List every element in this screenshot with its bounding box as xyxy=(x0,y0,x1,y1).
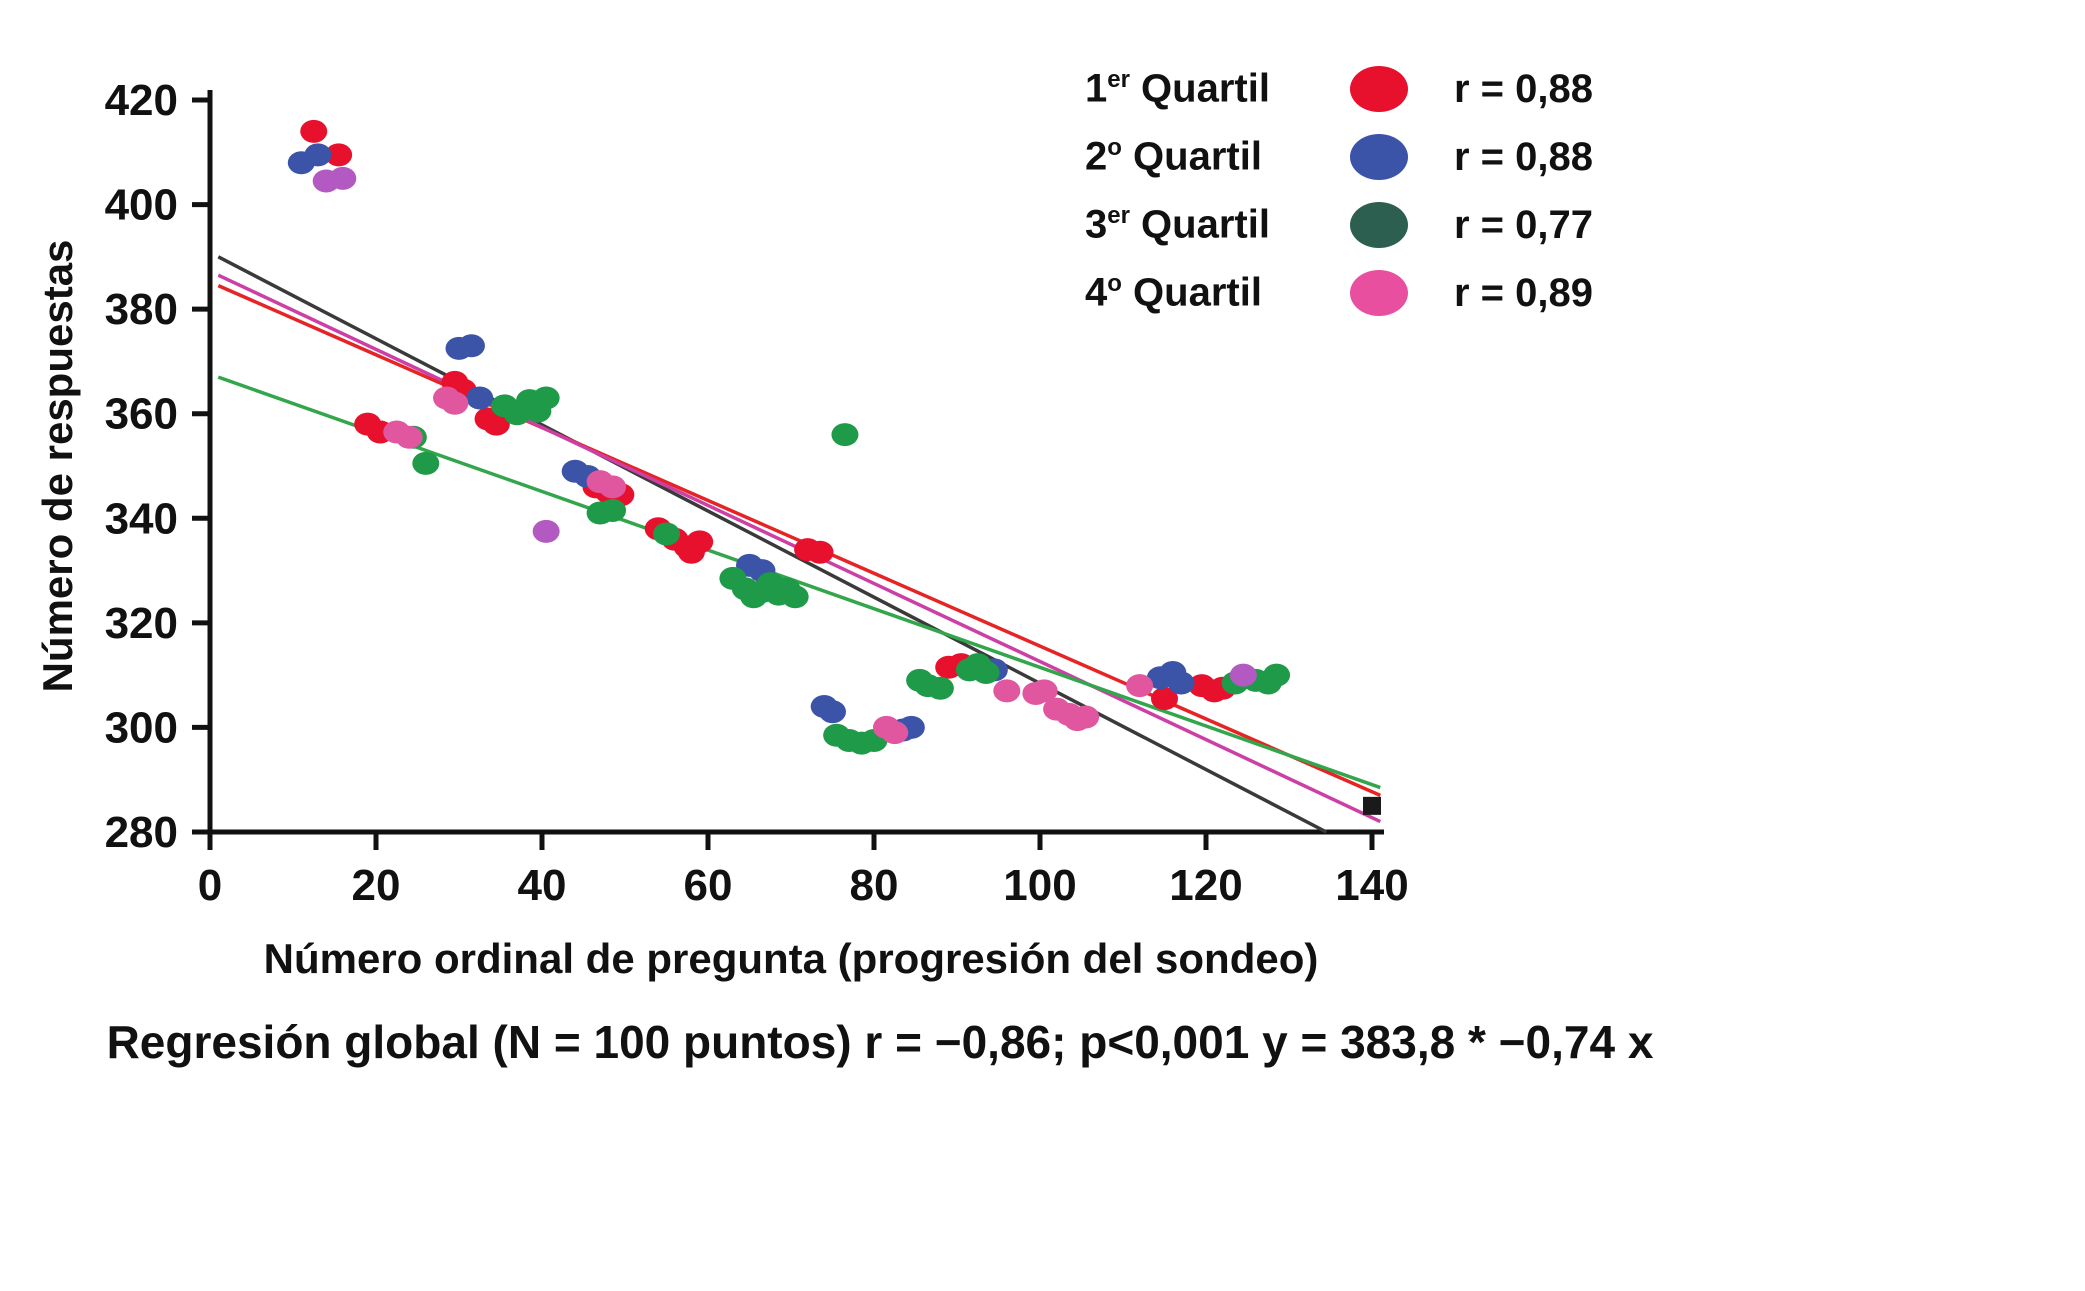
legend-swatch-ellipse xyxy=(1350,202,1408,248)
legend-r-value: r = 0,77 xyxy=(1454,202,1594,247)
legend-label: 1er Quartil xyxy=(1085,66,1270,111)
x-tick-label: 20 xyxy=(352,861,401,910)
scatter-point xyxy=(329,166,357,190)
scatter-point xyxy=(412,451,440,475)
scatter-point xyxy=(831,423,859,447)
scatter-point xyxy=(1263,663,1291,687)
legend-r-value: r = 0,88 xyxy=(1454,66,1594,111)
legend-label: 3er Quartil xyxy=(1085,202,1270,247)
scatter-point xyxy=(599,498,627,522)
legend-item-quartil-2: 2o Quartil r = 0,88 xyxy=(1085,123,1593,191)
x-tick-label: 120 xyxy=(1169,861,1242,910)
scatter-point xyxy=(1229,663,1257,687)
legend-item-quartil-1: 1er Quartil r = 0,88 xyxy=(1085,55,1593,123)
y-tick-label: 360 xyxy=(105,390,178,439)
scatter-point xyxy=(532,519,560,543)
y-tick-label: 300 xyxy=(105,703,178,752)
scatter-point xyxy=(819,700,846,724)
y-tick-label: 420 xyxy=(105,76,178,125)
x-tick-label: 80 xyxy=(850,861,899,910)
legend-item-quartil-3: 3er Quartil r = 0,77 xyxy=(1085,191,1593,259)
scatter-point xyxy=(972,661,1000,685)
scatter-point xyxy=(806,540,834,564)
legend-item-quartil-4: 4o Quartil r = 0,89 xyxy=(1085,259,1593,327)
scatter-point xyxy=(325,143,353,167)
scatter-point xyxy=(653,522,680,546)
legend-r-value: r = 0,88 xyxy=(1454,134,1594,179)
legend-swatch-ellipse xyxy=(1350,134,1408,180)
scatter-point xyxy=(395,425,423,449)
scatter-point xyxy=(1030,679,1058,703)
y-axis-title: Número de respuestas xyxy=(34,239,81,693)
scatter-point xyxy=(1072,705,1100,729)
y-tick-label: 380 xyxy=(105,285,178,334)
scatter-point xyxy=(1167,671,1195,695)
scatter-point xyxy=(686,530,714,554)
regression-line-red-line xyxy=(217,284,1382,798)
scatter-point xyxy=(926,676,954,700)
scatter-point xyxy=(599,475,627,499)
x-axis-title: Número ordinal de pregunta (progresión d… xyxy=(263,935,1319,982)
x-tick-label: 40 xyxy=(518,861,567,910)
square-marker xyxy=(1363,796,1381,815)
scatter-point xyxy=(304,143,332,167)
legend-label: 2o Quartil xyxy=(1085,134,1262,179)
scatter-point xyxy=(482,412,510,436)
scatter-point xyxy=(881,721,909,745)
scatter-point xyxy=(993,679,1021,703)
y-tick-label: 320 xyxy=(105,599,178,648)
x-tick-label: 0 xyxy=(198,861,222,910)
legend-r-value: r = 0,89 xyxy=(1454,270,1594,315)
regression-caption: Regresión global (N = 100 puntos) r = −0… xyxy=(106,1016,1654,1068)
scatter-point xyxy=(532,386,560,410)
y-tick-label: 400 xyxy=(105,181,178,230)
x-tick-label: 60 xyxy=(684,861,733,910)
scatter-point xyxy=(441,391,469,415)
scatter-point xyxy=(1126,674,1154,698)
legend-swatch-ellipse xyxy=(1350,270,1408,316)
scatter-point xyxy=(457,334,485,358)
legend-swatch-ellipse xyxy=(1350,66,1408,112)
y-tick-label: 280 xyxy=(105,808,178,857)
regression-line-global-black xyxy=(217,255,1328,834)
x-tick-label: 140 xyxy=(1335,861,1408,910)
scatter-point xyxy=(466,386,494,410)
scatter-point xyxy=(1151,687,1178,711)
legend: 1er Quartil r = 0,88 2o Quartil r = 0,88… xyxy=(1085,55,1593,327)
scatter-point xyxy=(781,585,809,609)
y-tick-label: 340 xyxy=(105,494,178,543)
legend-label: 4o Quartil xyxy=(1085,270,1262,315)
scatter-point xyxy=(300,119,328,143)
x-tick-label: 100 xyxy=(1003,861,1076,910)
